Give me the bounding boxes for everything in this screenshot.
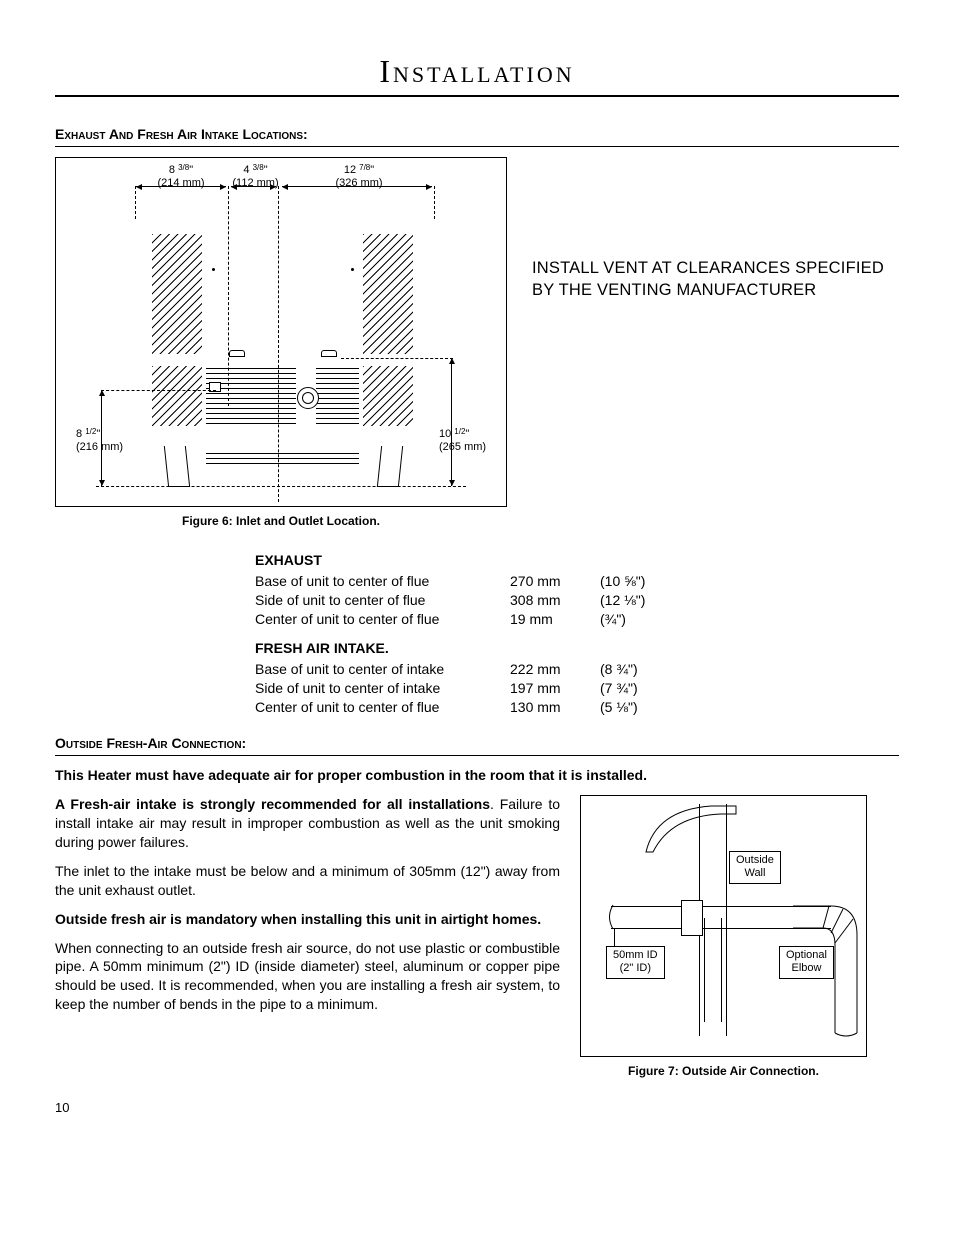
para-1: A Fresh-air intake is strongly recommend… <box>55 795 560 852</box>
stove-base-grille <box>206 450 359 464</box>
bump <box>229 350 245 357</box>
body-text-column: A Fresh-air intake is strongly recommend… <box>55 795 560 1079</box>
page-title: Installation <box>55 50 899 97</box>
stove-bracket-r <box>423 426 437 446</box>
stove-dial-inner <box>302 392 314 404</box>
stove-panel-right <box>363 234 413 354</box>
meas-in: (10 ⅝") <box>600 572 645 591</box>
meas-label: Side of unit to center of flue <box>255 591 510 610</box>
meas-label: Base of unit to center of flue <box>255 572 510 591</box>
exhaust-heading: EXHAUST <box>255 551 899 570</box>
meas-in: (8 ¾") <box>600 660 638 679</box>
meas-mm: 270 mm <box>510 572 600 591</box>
stove-panel-lr <box>363 366 413 426</box>
intake-heading: FRESH AIR INTAKE. <box>255 639 899 658</box>
dim-label-top-mid: 4 3/8"(112 mm) <box>228 164 283 189</box>
pipe-end-svg <box>605 904 615 932</box>
dim-label-side-left: 8 1/2"(216 mm) <box>76 428 131 453</box>
stove-leg-r <box>377 446 403 487</box>
meas-row: Center of unit to center of flue 19 mm (… <box>255 610 899 629</box>
para-4: When connecting to an outside fresh air … <box>55 939 560 1015</box>
combustion-warning: This Heater must have adequate air for p… <box>55 766 899 785</box>
inner-line <box>721 918 722 1022</box>
dim-label-top-right: 12 7/8"(326 mm) <box>329 164 389 189</box>
stove-top <box>130 198 435 206</box>
meas-row: Center of unit to center of flue 130 mm … <box>255 698 899 717</box>
stove-leg-l <box>164 446 190 487</box>
two-column-row: A Fresh-air intake is strongly recommend… <box>55 795 899 1079</box>
meas-row: Base of unit to center of flue 270 mm (1… <box>255 572 899 591</box>
page-number: 10 <box>55 1099 899 1117</box>
figure6-caption: Figure 6: Inlet and Outlet Location. <box>55 513 507 529</box>
meas-mm: 197 mm <box>510 679 600 698</box>
meas-label: Center of unit to center of flue <box>255 610 510 629</box>
stove-midstrip <box>152 354 413 364</box>
section-heading-outside-air: Outside Fresh-Air Connection: <box>55 734 899 756</box>
meas-in: (5 ⅛") <box>600 698 638 717</box>
stove-grille-l <box>206 368 296 424</box>
meas-in: (7 ¾") <box>600 679 638 698</box>
para-1-bold: A Fresh-air intake is strongly recommend… <box>55 796 490 812</box>
fig7-label-pipe: 50mm ID(2" ID) <box>606 946 665 978</box>
meas-row: Side of unit to center of intake 197 mm … <box>255 679 899 698</box>
stove-grille-r <box>316 368 359 424</box>
meas-mm: 130 mm <box>510 698 600 717</box>
meas-mm: 222 mm <box>510 660 600 679</box>
figure6-row: 8 3/8"(214 mm) 4 3/8"(112 mm) 12 7/8"(32… <box>55 157 899 529</box>
section-heading-exhaust-intake: Exhaust And Fresh Air Intake Locations: <box>55 125 899 147</box>
meas-in: (12 ⅛") <box>600 591 645 610</box>
meas-mm: 19 mm <box>510 610 600 629</box>
dim-label-top-left: 8 3/8"(214 mm) <box>151 164 211 189</box>
ref-line <box>96 486 466 487</box>
meas-row: Side of unit to center of flue 308 mm (1… <box>255 591 899 610</box>
stove-lintel <box>138 208 427 226</box>
collar <box>681 900 703 936</box>
stove-base2 <box>176 466 389 472</box>
figure6: 8 3/8"(214 mm) 4 3/8"(112 mm) 12 7/8"(32… <box>55 157 507 507</box>
figure7-caption: Figure 7: Outside Air Connection. <box>580 1063 867 1079</box>
meas-label: Center of unit to center of flue <box>255 698 510 717</box>
meas-mm: 308 mm <box>510 591 600 610</box>
figure6-wrap: 8 3/8"(214 mm) 4 3/8"(112 mm) 12 7/8"(32… <box>55 157 507 529</box>
para-3: Outside fresh air is mandatory when inst… <box>55 910 560 929</box>
ref-line <box>341 358 453 359</box>
inner-line <box>704 918 705 1022</box>
stove-window <box>206 234 359 342</box>
dim-arrow-v <box>451 358 452 486</box>
leader <box>614 929 615 946</box>
dim-label-side-right: 10 1/2"(265 mm) <box>439 428 499 453</box>
fig7-label-elbow: OptionalElbow <box>779 946 834 978</box>
figure7: OutsideWall 50mm ID(2" ID) OptionalElbow <box>580 795 867 1057</box>
meas-in: (¾") <box>600 610 626 629</box>
bump <box>321 350 337 357</box>
hood-svg <box>641 802 771 857</box>
fig7-label-wall: OutsideWall <box>729 851 781 883</box>
stove-panel-left <box>152 234 202 354</box>
meas-label: Side of unit to center of intake <box>255 679 510 698</box>
para-2: The inlet to the intake must be below an… <box>55 862 560 900</box>
meas-label: Base of unit to center of intake <box>255 660 510 679</box>
figure7-wrap: OutsideWall 50mm ID(2" ID) OptionalElbow… <box>580 795 867 1079</box>
measurements-block: EXHAUST Base of unit to center of flue 2… <box>255 551 899 716</box>
vent-clearance-note: INSTALL VENT AT CLEARANCES SPECIFIED BY … <box>532 257 899 302</box>
ref-line <box>101 390 216 391</box>
meas-row: Base of unit to center of intake 222 mm … <box>255 660 899 679</box>
stove-panel-ll <box>152 366 202 426</box>
